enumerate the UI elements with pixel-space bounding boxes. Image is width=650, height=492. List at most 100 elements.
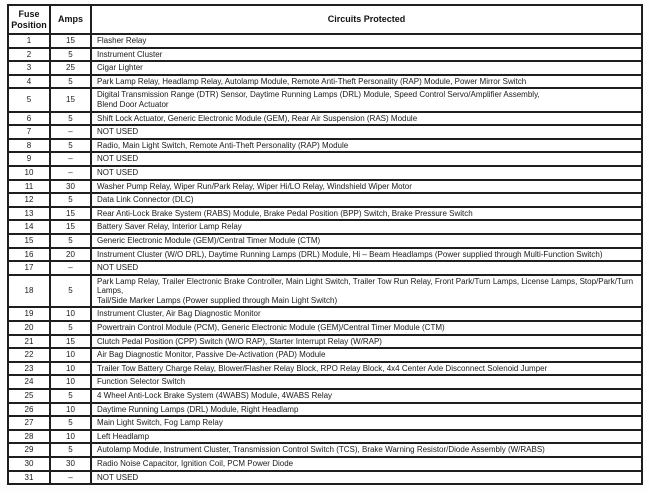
fuse-position-cell: 14 [7, 219, 51, 235]
table-row: 2 5 Instrument Cluster [7, 46, 643, 63]
fuse-position-cell: 2 [7, 46, 51, 63]
table-row: 13 15 Rear Anti-Lock Brake System (RABS) M… [7, 205, 643, 222]
circuits-cell: Instrument Cluster [90, 46, 643, 63]
circuits-cell: 4 Wheel Anti-Lock Brake System (4WABS) M… [90, 388, 643, 404]
fuse-position-cell: 23 [7, 360, 51, 377]
table-row: 28 10 Left Headlamp [7, 428, 643, 445]
amps-cell: 15 [49, 205, 92, 222]
fuse-position-cell: 7 [7, 124, 51, 140]
amps-cell: 5 [49, 232, 92, 249]
fuse-position-cell: 1 [7, 33, 51, 49]
table-row: 3 25 Cigar Lighter [7, 60, 643, 76]
amps-cell: 5 [49, 192, 92, 208]
fuse-table-body: 1 15 Flasher Relay 2 5 Instrument Cluster 3 25 C… [7, 33, 643, 486]
table-row: 7– NOT USED [7, 124, 643, 140]
circuits-cell: Data Link Connector (DLC) [90, 192, 643, 208]
amps-cell: 5 [49, 442, 92, 458]
table-row: 18 5 Park Lamp Relay, Trailer Electronic B… [7, 273, 643, 309]
amps-cell: 5 [49, 137, 92, 154]
header-amps: Amps [49, 4, 92, 35]
circuits-cell: Park Lamp Relay, Trailer Electronic Brak… [90, 273, 643, 309]
fuse-position-cell: 20 [7, 320, 51, 336]
table-row: 31– NOT USED [7, 469, 643, 486]
circuits-cell: Battery Saver Relay, Interior Lamp Relay [90, 219, 643, 235]
table-row: 5 15 Digital Transmission Range (DTR) Sens… [7, 87, 643, 113]
header-row: Fuse Position Amps Circuits Protected [7, 4, 643, 35]
fuse-position-cell: 11 [7, 178, 51, 195]
amps-cell: 5 [49, 110, 92, 127]
table-row: 24 10 Function Selector Switch [7, 374, 643, 391]
table-row: 16 20 Instrument Cluster (W/O DRL), Daytim… [7, 246, 643, 263]
fuse-position-cell: 15 [7, 232, 51, 249]
amps-cell: – [49, 151, 92, 167]
amps-cell: 15 [49, 87, 92, 113]
table-row: 1 15 Flasher Relay [7, 33, 643, 49]
amps-cell: 5 [49, 320, 92, 336]
table-row: 17– NOT USED [7, 260, 643, 276]
fuse-position-cell: 16 [7, 246, 51, 263]
amps-cell: 5 [49, 388, 92, 404]
circuits-cell: Trailer Tow Battery Charge Relay, Blower… [90, 360, 643, 377]
amps-cell: 5 [49, 46, 92, 63]
fuse-position-cell: 8 [7, 137, 51, 154]
table-row: 30 30 Radio Noise Capacitor, Ignition Coil… [7, 456, 643, 472]
table-row: 26 10 Daytime Running Lamps (DRL) Module, … [7, 401, 643, 418]
amps-cell: 5 [49, 73, 92, 90]
fuse-position-cell: 19 [7, 306, 51, 323]
circuits-cell: Radio, Main Light Switch, Remote Anti-Th… [90, 137, 643, 154]
fuse-position-cell: 6 [7, 110, 51, 127]
circuits-cell: Air Bag Diagnostic Monitor, Passive De-A… [90, 347, 643, 363]
table-row: 23 10 Trailer Tow Battery Charge Relay, Bl… [7, 360, 643, 377]
fuse-position-cell: 12 [7, 192, 51, 208]
fuse-position-cell: 26 [7, 401, 51, 418]
fuse-position-cell: 31 [7, 469, 51, 486]
amps-cell: 5 [49, 415, 92, 431]
table-row: 11 30 Washer Pump Relay, Wiper Run/Park Re… [7, 178, 643, 195]
table-row: 9– NOT USED [7, 151, 643, 167]
fuse-position-cell: 9 [7, 151, 51, 167]
table-row: 20 5 Powertrain Control Module (PCM), Gene… [7, 320, 643, 336]
circuits-cell: Main Light Switch, Fog Lamp Relay [90, 415, 643, 431]
circuits-cell: NOT USED [90, 124, 643, 140]
amps-cell: 20 [49, 246, 92, 263]
fuse-position-cell: 17 [7, 260, 51, 276]
table-row: 25 5 4 Wheel Anti-Lock Brake System (4WABS… [7, 388, 643, 404]
header-circuits-protected: Circuits Protected [90, 4, 643, 35]
circuits-cell: Instrument Cluster (W/O DRL), Daytime Ru… [90, 246, 643, 263]
circuits-cell: Rear Anti-Lock Brake System (RABS) Modul… [90, 205, 643, 222]
amps-cell: – [49, 260, 92, 276]
amps-cell: 15 [49, 33, 92, 49]
amps-cell: 10 [49, 428, 92, 445]
amps-cell: – [49, 164, 92, 181]
amps-cell: 5 [49, 273, 92, 309]
fuse-position-cell: 27 [7, 415, 51, 431]
circuits-cell: Park Lamp Relay, Headlamp Relay, Autolam… [90, 73, 643, 90]
circuits-cell: Function Selector Switch [90, 374, 643, 391]
table-row: 22 10 Air Bag Diagnostic Monitor, Passive … [7, 347, 643, 363]
fuse-position-cell: 30 [7, 456, 51, 472]
fuse-position-cell: 28 [7, 428, 51, 445]
fuse-position-cell: 4 [7, 73, 51, 90]
amps-cell: 10 [49, 401, 92, 418]
fuse-position-cell: 21 [7, 333, 51, 350]
table-row: 29 5 Autolamp Module, Instrument Cluster, … [7, 442, 643, 458]
table-row: 4 5 Park Lamp Relay, Headlamp Relay, Autol… [7, 73, 643, 90]
circuits-cell: Daytime Running Lamps (DRL) Module, Righ… [90, 401, 643, 418]
circuits-cell: Instrument Cluster, Air Bag Diagnostic M… [90, 306, 643, 323]
amps-cell: – [49, 469, 92, 486]
table-row: 10– NOT USED [7, 164, 643, 181]
fuse-position-cell: 5 [7, 87, 51, 113]
fuse-position-cell: 13 [7, 205, 51, 222]
circuits-cell: NOT USED [90, 469, 643, 486]
circuits-cell: Generic Electronic Module (GEM)/Central … [90, 232, 643, 249]
circuits-cell: Powertrain Control Module (PCM), Generic… [90, 320, 643, 336]
fuse-position-cell: 22 [7, 347, 51, 363]
circuits-cell: Digital Transmission Range (DTR) Sensor,… [90, 87, 643, 113]
header-fuse-position: Fuse Position [7, 4, 51, 35]
amps-cell: 10 [49, 374, 92, 391]
fuse-position-cell: 25 [7, 388, 51, 404]
table-row: 14 15 Battery Saver Relay, Interior Lamp R… [7, 219, 643, 235]
amps-cell: 10 [49, 360, 92, 377]
